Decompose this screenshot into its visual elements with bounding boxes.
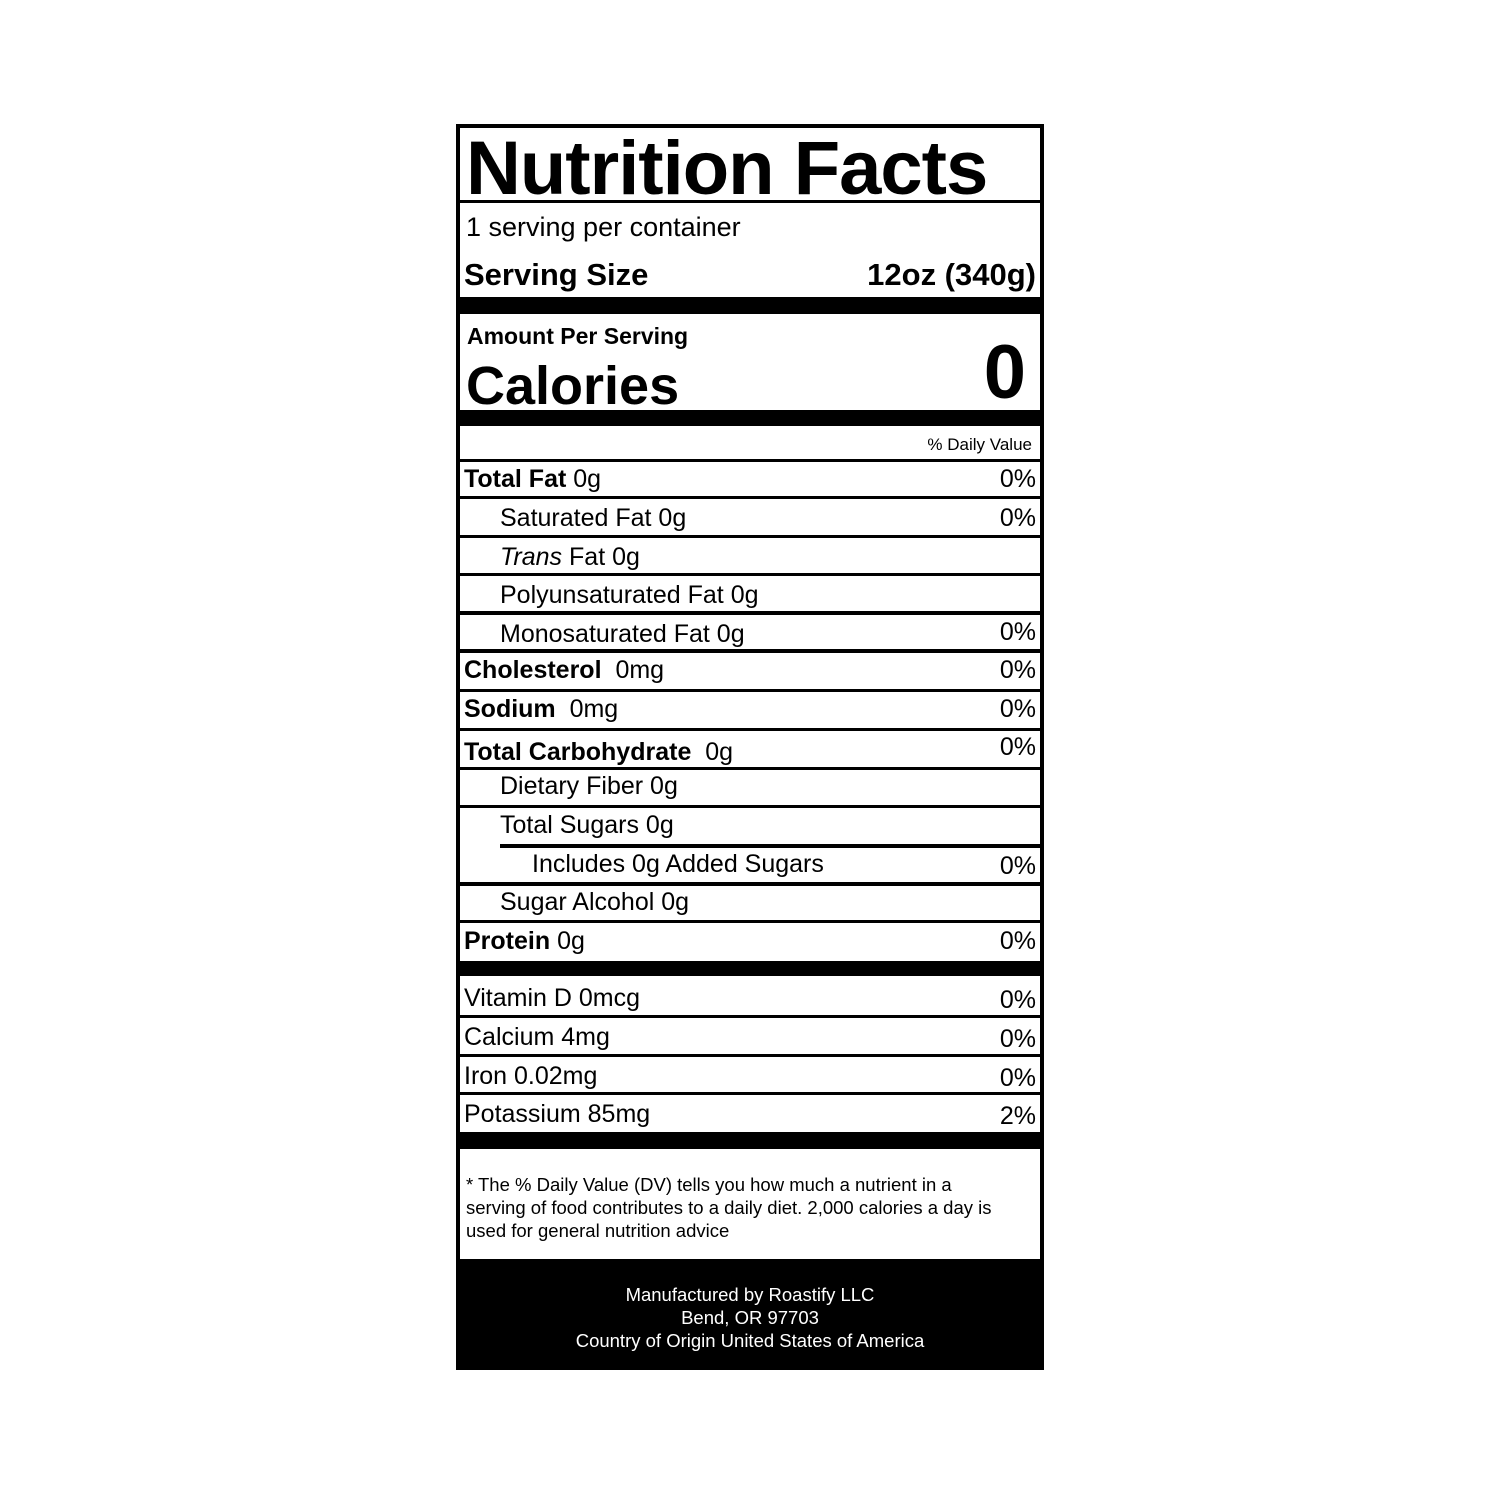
potassium: Potassium 85mg — [464, 1100, 651, 1128]
dv-calcium: 0% — [999, 1025, 1036, 1053]
nutrient-text: 0mg — [569, 695, 619, 723]
nutrient-protein: Protein 0g — [464, 926, 585, 956]
calories-label: Calories — [466, 356, 680, 416]
dv-sodium: 0% — [999, 695, 1036, 723]
dv-vitamin-d: 0% — [999, 986, 1036, 1014]
divider — [460, 805, 1040, 808]
nutrient-cholesterol: Cholesterol 0mg — [464, 655, 664, 685]
divider — [460, 649, 1040, 653]
divider — [460, 920, 1040, 923]
divider — [460, 611, 1040, 615]
nutrient-monosaturated-fat: Monosaturated Fat 0g — [500, 620, 745, 648]
nutrient-text: Total Carbohydrate — [464, 738, 692, 766]
nutrient-trans-fat: Trans Fat 0g — [500, 542, 640, 572]
dv-total-carbohydrate: 0% — [999, 733, 1036, 761]
dv-added-sugars: 0% — [999, 852, 1036, 880]
thick-divider — [460, 297, 1040, 314]
divider — [460, 459, 1040, 462]
divider — [460, 728, 1040, 731]
divider — [460, 689, 1040, 692]
divider — [460, 496, 1040, 499]
serving-size-value: 12oz (340g) — [867, 257, 1036, 292]
divider — [500, 844, 1040, 848]
divider — [460, 882, 1040, 886]
nutrient-text: 0mg — [615, 656, 665, 684]
nutrient-text: 0g — [557, 927, 585, 955]
nutrient-added-sugars: Includes 0g Added Sugars — [532, 850, 824, 878]
divider — [460, 535, 1040, 538]
nutrient-dietary-fiber: Dietary Fiber 0g — [500, 772, 678, 800]
amount-per-serving: Amount Per Serving — [467, 323, 689, 349]
nutrient-text: 0g — [573, 465, 602, 493]
nutrient-text: Fat 0g — [569, 543, 640, 571]
nutrient-total-sugars: Total Sugars 0g — [500, 811, 674, 839]
divider — [460, 1092, 1040, 1095]
daily-value-header: % Daily Value — [927, 435, 1032, 454]
divider — [460, 1015, 1040, 1018]
manufacturer-footer: Manufactured by Roastify LLC Bend, OR 97… — [460, 1259, 1040, 1366]
serving-size-label: Serving Size — [464, 257, 649, 292]
divider — [460, 767, 1040, 770]
label-title: Nutrition Facts — [466, 126, 988, 211]
thick-divider — [460, 961, 1040, 976]
divider — [460, 1054, 1040, 1057]
nutrient-total-fat: Total Fat 0g — [464, 464, 601, 494]
footnote: * The % Daily Value (DV) tells you how m… — [466, 1174, 992, 1241]
nutrient-saturated-fat: Saturated Fat 0g — [500, 504, 687, 532]
nutrient-text: Total Fat — [464, 465, 567, 493]
nutrient-text: Cholesterol — [464, 656, 602, 684]
dv-total-fat: 0% — [999, 465, 1036, 493]
calcium: Calcium 4mg — [464, 1023, 610, 1051]
nutrition-facts-label: Nutrition Facts 1 serving per container … — [456, 124, 1044, 1370]
thick-divider — [460, 1132, 1040, 1149]
calories-value: 0 — [983, 330, 1026, 415]
divider — [460, 573, 1040, 576]
nutrient-sodium: Sodium 0mg — [464, 694, 618, 724]
country-of-origin: Country of Origin United States of Ameri… — [575, 1330, 925, 1351]
vitamin-d: Vitamin D 0mcg — [464, 984, 640, 1012]
dv-monosaturated-fat: 0% — [999, 618, 1036, 646]
nutrient-polyunsaturated-fat: Polyunsaturated Fat 0g — [500, 581, 759, 609]
iron: Iron 0.02mg — [464, 1062, 598, 1090]
servings-per-container: 1 serving per container — [466, 212, 741, 242]
dv-potassium: 2% — [999, 1102, 1036, 1130]
nutrient-text: Trans — [500, 543, 563, 571]
nutrient-text: Sodium — [464, 695, 556, 723]
manufacturer: Manufactured by Roastify LLC — [625, 1284, 875, 1305]
nutrient-total-carbohydrate: Total Carbohydrate 0g — [464, 737, 733, 767]
address: Bend, OR 97703 — [681, 1307, 819, 1328]
nutrient-text: 0g — [705, 738, 734, 766]
nutrient-sugar-alcohol: Sugar Alcohol 0g — [500, 888, 690, 916]
dv-protein: 0% — [999, 927, 1036, 955]
dv-iron: 0% — [999, 1064, 1036, 1092]
dv-cholesterol: 0% — [999, 656, 1036, 684]
nutrient-text: Protein — [464, 927, 551, 955]
divider — [460, 200, 1040, 203]
dv-saturated-fat: 0% — [999, 504, 1036, 532]
thick-divider — [460, 410, 1040, 426]
